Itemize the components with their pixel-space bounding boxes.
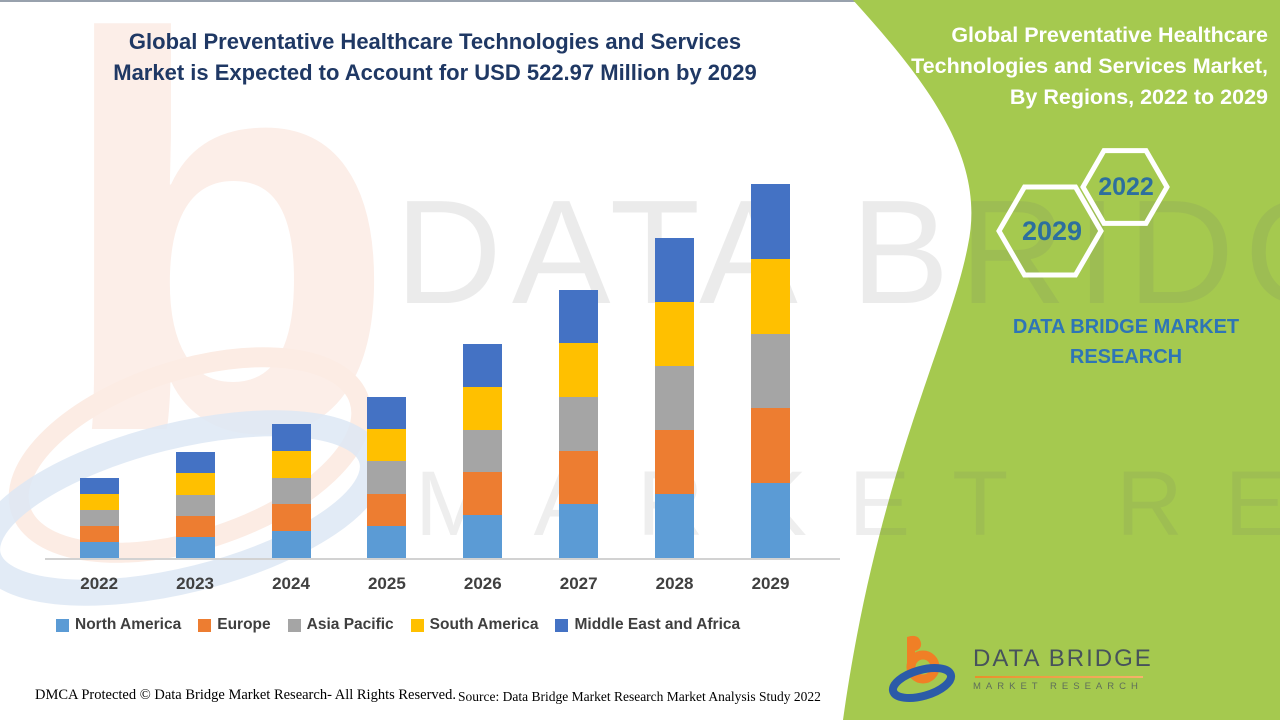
- bar-segment-2027-europe: [559, 450, 599, 505]
- bar-segment-2025-south-america: [367, 429, 407, 462]
- bar-segment-2023-asia-pacific: [175, 494, 215, 516]
- page-title: Global Preventative Healthcare Technolog…: [65, 26, 805, 88]
- bar-segment-2024-europe: [271, 504, 311, 532]
- top-border-line: [0, 0, 1280, 2]
- legend-item-south-america: South America: [410, 616, 539, 634]
- bar-segment-2028-north-america: [655, 493, 695, 558]
- legend-item-asia-pacific: Asia Pacific: [287, 616, 394, 634]
- legend-label: Middle East and Africa: [574, 616, 741, 633]
- legend-swatch-icon: [56, 618, 69, 632]
- legend-swatch-icon: [198, 618, 212, 632]
- bar-2025: [367, 397, 407, 558]
- bar-segment-2027-south-america: [559, 343, 599, 398]
- legend-label: South America: [429, 616, 539, 633]
- logo-subtitle-text: MARKET RESEARCH: [973, 680, 1143, 692]
- bar-segment-2022-north-america: [79, 541, 119, 558]
- legend-label: Asia Pacific: [306, 616, 394, 633]
- x-axis-label-2022: 2022: [80, 574, 119, 593]
- legend-item-europe: Europe: [198, 616, 271, 634]
- bar-segment-2024-north-america: [271, 531, 311, 558]
- bar-segment-2027-north-america: [559, 504, 599, 558]
- bar-segment-2025-asia-pacific: [367, 461, 407, 494]
- bar-2023: [175, 452, 215, 558]
- legend-item-middle-east-and-africa: Middle East and Africa: [555, 616, 740, 634]
- source-note: Source: Data Bridge Market Research Mark…: [458, 689, 821, 704]
- logo-name-text: DATA BRIDGE: [973, 644, 1153, 672]
- bar-segment-2029-middle-east-and-africa: [751, 184, 790, 259]
- x-axis-line: [45, 558, 840, 560]
- side-brand-text: DATA BRIDGE MARKET RESEARCH: [1012, 316, 1240, 368]
- bar-segment-2022-south-america: [79, 493, 119, 510]
- bar-segment-2025-north-america: [367, 525, 407, 558]
- legend-label: Europe: [217, 616, 271, 633]
- bar-2027: [559, 289, 599, 558]
- x-axis-label-2027: 2027: [559, 574, 598, 593]
- x-axis-label-2025: 2025: [367, 574, 406, 593]
- page-title-line1: Global Preventative Healthcare Technolog…: [128, 29, 742, 54]
- bar-segment-2024-asia-pacific: [271, 477, 311, 505]
- bar-segment-2026-asia-pacific: [463, 429, 503, 473]
- side-panel-title-line1: Global Preventative Healthcare: [951, 23, 1268, 47]
- bar-segment-2028-europe: [655, 429, 695, 494]
- legend-swatch-icon: [410, 618, 424, 632]
- bar-segment-2027-middle-east-and-africa: [559, 289, 599, 344]
- x-axis-label-2023: 2023: [176, 574, 214, 593]
- bar-2028: [655, 237, 695, 558]
- legend-swatch-icon: [287, 618, 301, 632]
- bar-segment-2023-middle-east-and-africa: [175, 452, 215, 474]
- bar-segment-2026-north-america: [463, 515, 503, 558]
- bar-segment-2023-north-america: [175, 536, 215, 558]
- side-panel-title: Global Preventative Healthcare Technolog…: [848, 20, 1268, 113]
- bar-segment-2023-south-america: [175, 473, 215, 495]
- x-axis-label-2024: 2024: [272, 574, 310, 593]
- bar-segment-2022-middle-east-and-africa: [79, 477, 119, 494]
- logo-divider: [975, 675, 1143, 678]
- bar-2022: [79, 477, 119, 558]
- dmca-notice: DMCA Protected © Data Bridge Market Rese…: [35, 687, 456, 703]
- bar-segment-2022-europe: [79, 525, 119, 542]
- bar-segment-2025-europe: [367, 493, 407, 526]
- bar-2024: [271, 423, 311, 558]
- bar-segment-2026-south-america: [463, 386, 503, 430]
- legend-item-north-america: North America: [56, 616, 181, 634]
- page-title-line2: Market is Expected to Account for USD 52…: [113, 60, 757, 85]
- bar-segment-2029-asia-pacific: [751, 333, 790, 409]
- bar-segment-2022-asia-pacific: [79, 509, 119, 526]
- bar-segment-2028-middle-east-and-africa: [655, 237, 695, 302]
- bar-segment-2029-north-america: [751, 483, 790, 558]
- bar-2026: [463, 344, 503, 558]
- x-axis-label-2028: 2028: [655, 574, 694, 593]
- bar-segment-2028-asia-pacific: [655, 365, 695, 430]
- bar-segment-2029-europe: [751, 408, 790, 484]
- company-logo: DATA BRIDGE MARKET RESEARCH: [885, 628, 1265, 708]
- hexagon-year-2029: 2029: [1021, 216, 1083, 246]
- chart-legend: North America Europe Asia Pacific South Ame…: [56, 616, 757, 634]
- legend-swatch-icon: [555, 618, 569, 632]
- bar-segment-2024-south-america: [271, 450, 311, 478]
- bar-segment-2024-middle-east-and-africa: [271, 423, 311, 451]
- bar-segment-2029-south-america: [751, 258, 790, 334]
- company-logo-icon: [888, 635, 956, 702]
- bar-segment-2026-europe: [463, 472, 503, 516]
- legend-label: North America: [75, 616, 182, 633]
- bar-segment-2027-asia-pacific: [559, 397, 599, 451]
- bar-2029: [751, 184, 790, 558]
- x-axis-label-2029: 2029: [751, 574, 790, 593]
- hexagon-year-2022: 2022: [1098, 173, 1154, 201]
- bar-segment-2023-europe: [175, 515, 215, 537]
- side-panel-title-line3: By Regions, 2022 to 2029: [1009, 85, 1268, 109]
- x-axis-label-2026: 2026: [463, 574, 502, 593]
- bar-segment-2025-middle-east-and-africa: [367, 397, 407, 430]
- bar-segment-2026-middle-east-and-africa: [463, 344, 503, 387]
- bar-segment-2028-south-america: [655, 301, 695, 366]
- side-panel-title-line2: Technologies and Services Market,: [911, 54, 1268, 78]
